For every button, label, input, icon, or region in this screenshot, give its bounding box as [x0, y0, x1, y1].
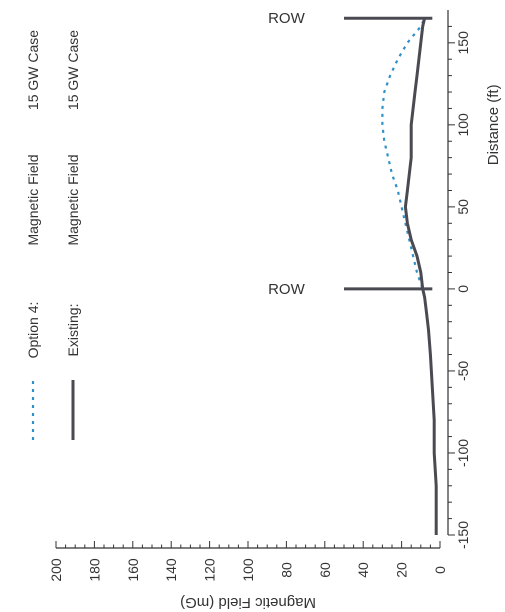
legend-text: Option 4:	[25, 302, 41, 359]
y-tick-label: 100	[240, 558, 256, 582]
y-tick-label: 60	[317, 562, 333, 578]
x-tick-label: 0	[455, 285, 471, 293]
y-tick-label: 140	[163, 558, 179, 582]
y-tick-label: 0	[432, 566, 448, 574]
x-axis-label: Distance (ft)	[485, 84, 502, 165]
x-tick-label: 150	[455, 31, 471, 55]
series-line-option-4	[381, 17, 438, 535]
y-tick-label: 120	[202, 558, 218, 582]
plot-area: 200 180 160 140 120 100 80 60 40 20 0-150-100-5005…	[25, 10, 502, 611]
x-tick-label: 50	[455, 199, 471, 215]
y-tick-label: 80	[278, 562, 294, 578]
legend-text: 15 GW Case	[25, 30, 41, 110]
legend-text: Magnetic Field	[25, 154, 41, 245]
y-tick-label: 20	[394, 562, 410, 578]
y-axis-label: Magnetic Field (mG)	[180, 594, 316, 611]
y-tick-label: 200	[48, 558, 64, 582]
x-tick-label: -100	[455, 439, 471, 467]
x-tick-label: -50	[455, 361, 471, 381]
y-tick-label: 180	[86, 558, 102, 582]
series-line-existing	[403, 17, 438, 535]
legend-text: Magnetic Field	[65, 154, 81, 245]
row-marker-label: ROW	[268, 10, 306, 27]
legend-text: Existing:	[65, 304, 81, 357]
y-tick-label: 160	[125, 558, 141, 582]
legend-text: 15 GW Case	[65, 30, 81, 110]
row-marker-label: ROW	[268, 281, 306, 298]
y-tick-label: 40	[355, 562, 371, 578]
x-tick-label: 100	[455, 113, 471, 137]
x-tick-label: -150	[455, 521, 471, 549]
